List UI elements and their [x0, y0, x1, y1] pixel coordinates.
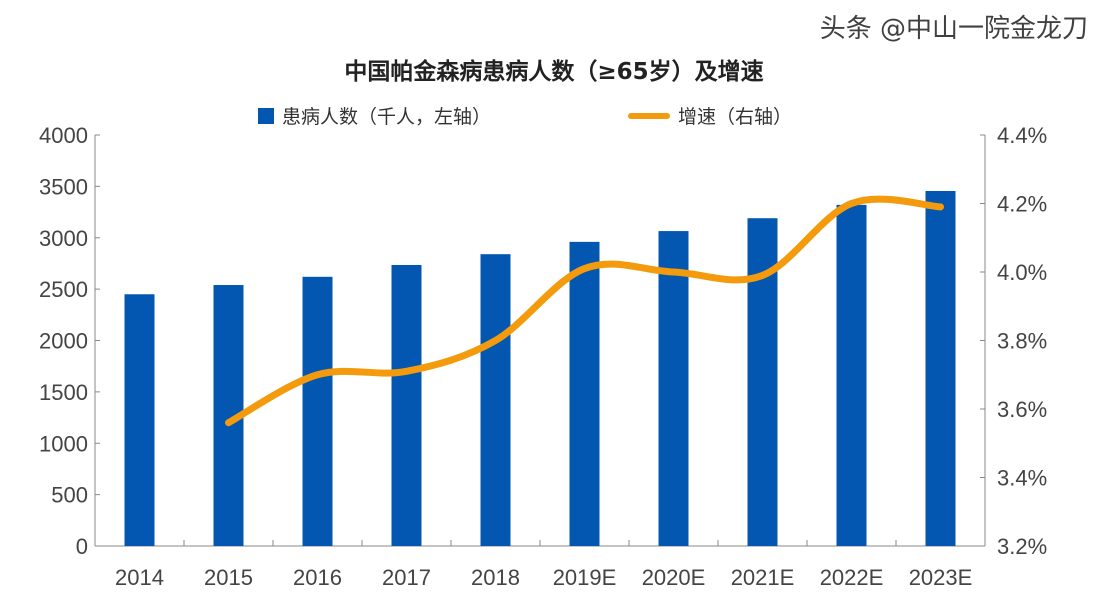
- legend-item-bars: 患病人数（千人，左轴）: [258, 102, 491, 129]
- bar-2022E: [836, 204, 867, 546]
- right-tick-label: 4.4%: [997, 123, 1047, 148]
- x-tick-label: 2020E: [642, 565, 706, 590]
- bar-2018: [480, 254, 511, 546]
- right-tick-label: 3.4%: [997, 466, 1047, 491]
- right-tick-label: 4.2%: [997, 192, 1047, 217]
- left-tick-label: 4000: [39, 123, 88, 148]
- legend-label-line: 增速（右轴）: [678, 106, 793, 128]
- watermark: 头条 @中山一院金龙刀: [819, 14, 1088, 44]
- x-tick-label: 2015: [204, 565, 253, 590]
- x-tick-label: 2023E: [909, 565, 973, 590]
- x-tick-label: 2016: [293, 565, 342, 590]
- x-tick-label: 2017: [382, 565, 431, 590]
- left-tick-label: 1500: [39, 380, 88, 405]
- legend-item-line: 增速（右轴）: [628, 102, 792, 129]
- bar-2023E: [925, 190, 956, 546]
- left-tick-label: 0: [76, 534, 88, 559]
- chart-title: 中国帕金森病患病人数（≥65岁）及增速: [344, 59, 764, 85]
- right-tick-label: 3.6%: [997, 397, 1047, 422]
- legend-swatch-bar: [258, 107, 274, 124]
- left-tick-label: 2000: [39, 329, 88, 354]
- left-tick-label: 3000: [39, 226, 88, 251]
- x-tick-label: 2022E: [820, 565, 884, 590]
- right-tick-label: 4.0%: [997, 260, 1047, 285]
- x-tick-label: 2019E: [553, 565, 617, 590]
- left-tick-label: 2500: [39, 277, 88, 302]
- left-tick-label: 500: [51, 483, 88, 508]
- bar-2020E: [658, 231, 689, 547]
- legend-swatch-line: [628, 112, 670, 119]
- x-tick-label: 2021E: [731, 565, 795, 590]
- x-tick-label: 2014: [115, 565, 164, 590]
- bar-2019E: [569, 241, 600, 547]
- x-tick-label: 2018: [471, 565, 520, 590]
- left-tick-label: 1000: [39, 431, 88, 456]
- left-tick-label: 3500: [39, 174, 88, 199]
- bar-2014: [124, 294, 155, 546]
- right-tick-label: 3.8%: [997, 329, 1047, 354]
- right-tick-label: 3.2%: [997, 534, 1047, 559]
- bar-2017: [391, 264, 422, 546]
- bar-2016: [302, 276, 333, 546]
- legend-label-bar: 患病人数（千人，左轴）: [282, 106, 492, 128]
